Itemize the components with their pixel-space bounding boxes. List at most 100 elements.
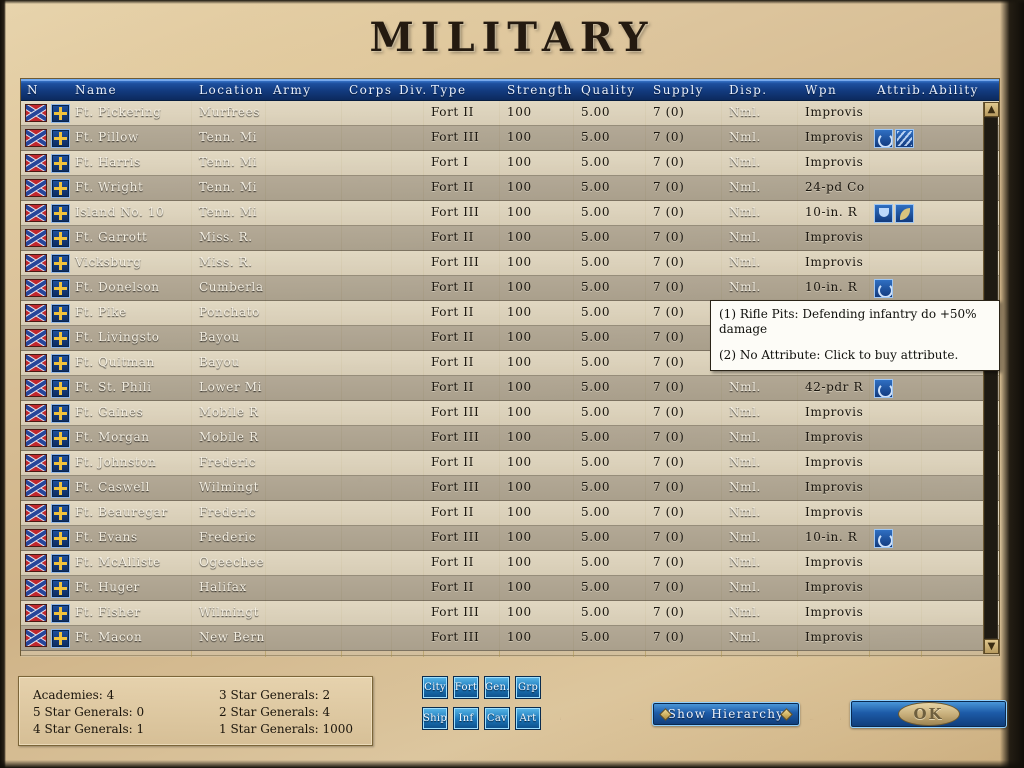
table-row[interactable]: Ft. Fisher Wilmingt Fort III 100 5.00 7 (0) Nm… [21,601,999,626]
column-header-attrib[interactable]: Attrib. [877,83,927,97]
cell-strength: 100 [507,605,532,619]
cell-name: Ft. Gaines [75,405,144,419]
column-header-location[interactable]: Location [199,83,264,97]
cell-location: Frederic [199,455,257,469]
filter-city-button[interactable]: City [422,676,448,699]
column-header-n[interactable]: N [27,83,39,97]
filter-grp-button[interactable]: Grp [515,676,541,699]
column-header-div[interactable]: Div. [399,83,428,97]
table-scrollbar[interactable]: ▲ ▼ [983,102,999,654]
column-header-supply[interactable]: Supply [653,83,704,97]
expand-plus-button[interactable] [51,604,70,623]
table-row[interactable]: Ft. Garrott Miss. R. Fort II 100 5.00 7 (0) Nm… [21,226,999,251]
shield-attribute-icon[interactable] [874,204,893,223]
expand-plus-button[interactable] [51,279,70,298]
table-row[interactable]: Ft. Beauregar Frederic Fort II 100 5.00 7 (0)… [21,501,999,526]
rifle-pits-attribute-icon[interactable] [874,129,893,148]
table-row[interactable]: Ft. Donelson Cumberla Fort II 100 5.00 7 (0) N… [21,276,999,301]
cell-wpn: 10-in. R [805,280,858,294]
column-header-army[interactable]: Army [273,83,312,97]
leaf-attribute-icon[interactable] [895,204,914,223]
rifle-pits-attribute-icon[interactable] [874,529,893,548]
cell-wpn: 42-pdr R [805,380,864,394]
scroll-down-arrow-icon[interactable]: ▼ [984,639,999,654]
table-row[interactable]: Ft. Gaines Mobile R Fort III 100 5.00 7 (0) Nm… [21,401,999,426]
table-row[interactable]: Ft. Johnston Frederic Fort II 100 5.00 7 (0) N… [21,451,999,476]
cell-wpn: Improvis [805,255,864,269]
table-row[interactable]: Vicksburg Miss. R. Fort III 100 5.00 7 (0) Nml… [21,251,999,276]
table-row[interactable]: Ft. Huger Halifax Fort II 100 5.00 7 (0) Nml. I… [21,576,999,601]
expand-plus-button[interactable] [51,229,70,248]
column-header-type[interactable]: Type [431,83,467,97]
ok-button[interactable]: OK [850,700,1007,728]
filter-inf-button[interactable]: Inf [453,707,479,730]
scrollbar-track[interactable] [985,118,997,638]
rifle-pits-attribute-icon[interactable] [874,379,893,398]
expand-plus-button[interactable] [51,579,70,598]
cell-name: Ft. Wright [75,180,144,194]
confederate-flag-icon [25,629,47,647]
no-attribute-attribute-icon[interactable] [895,129,914,148]
rifle-pits-attribute-icon[interactable] [874,279,893,298]
expand-plus-button[interactable] [51,529,70,548]
filter-fort-button[interactable]: Fort [453,676,479,699]
expand-plus-button[interactable] [51,479,70,498]
expand-plus-button[interactable] [51,104,70,123]
cell-strength: 100 [507,280,532,294]
expand-plus-button[interactable] [51,379,70,398]
expand-plus-button[interactable] [51,304,70,323]
expand-plus-button[interactable] [51,204,70,223]
cell-location: Tenn. Mi [199,180,258,194]
unit-filter-buttons[interactable]: City Fort Gen. Grp Ship Inf Cav Art [422,676,542,736]
table-row[interactable]: Ft. Evans Frederic Fort III 100 5.00 7 (0) Nml… [21,526,999,551]
filter-ship-button[interactable]: Ship [422,707,448,730]
cell-quality: 5.00 [581,430,611,444]
filter-cav-button[interactable]: Cav [484,707,510,730]
expand-plus-button[interactable] [51,504,70,523]
table-body[interactable]: Ft. Pickering Murfrees Fort II 100 5.00 7 (0)… [21,101,999,657]
filter-art-button[interactable]: Art [515,707,541,730]
expand-plus-button[interactable] [51,404,70,423]
table-row[interactable]: Ft. Morgan Mobile R Fort III 100 5.00 7 (0) Nm… [21,426,999,451]
table-row[interactable]: Ft. Pillow Tenn. Mi Fort III 100 5.00 7 (0) Nm… [21,126,999,151]
column-header-name[interactable]: Name [75,83,118,97]
table-row[interactable]: Ft. Pickering Murfrees Fort II 100 5.00 7 (0)… [21,101,999,126]
table-row[interactable]: Ft. Harris Tenn. Mi Fort I 100 5.00 7 (0) Nml.… [21,151,999,176]
column-header-wpn[interactable]: Wpn [805,83,838,97]
confederate-flag-icon [25,129,47,147]
table-row[interactable]: Ft. Caswell Wilmingt Fort III 100 5.00 7 (0) N… [21,476,999,501]
cell-quality: 5.00 [581,405,611,419]
scroll-up-arrow-icon[interactable]: ▲ [984,102,999,117]
column-header-quality[interactable]: Quality [581,83,636,97]
column-header-strength[interactable]: Strength [507,83,573,97]
table-row[interactable]: Island No. 10 Tenn. Mi Fort III 100 5.00 7 (0… [21,201,999,226]
cell-strength: 100 [507,430,532,444]
cell-wpn: Improvis [805,505,864,519]
column-header-ability[interactable]: Ability [929,83,979,97]
filter-gen-button[interactable]: Gen. [484,676,510,699]
cell-quality: 5.00 [581,380,611,394]
table-row[interactable]: Ft. Wright Tenn. Mi Fort II 100 5.00 7 (0) Nml… [21,176,999,201]
expand-plus-button[interactable] [51,454,70,473]
cell-type: Fort III [431,430,480,444]
expand-plus-button[interactable] [51,154,70,173]
cell-strength: 100 [507,130,532,144]
cell-strength: 100 [507,405,532,419]
expand-plus-button[interactable] [51,554,70,573]
expand-plus-button[interactable] [51,429,70,448]
table-row[interactable]: Ft. McAlliste Ogeechee Fort II 100 5.00 7 (0)… [21,551,999,576]
show-hierarchy-button[interactable]: Show Hierarchy [652,702,800,726]
column-header-corps[interactable]: Corps [349,83,393,97]
expand-plus-button[interactable] [51,629,70,648]
column-header-disp[interactable]: Disp. [729,83,768,97]
expand-plus-button[interactable] [51,179,70,198]
expand-plus-button[interactable] [51,329,70,348]
expand-plus-button[interactable] [51,129,70,148]
expand-plus-button[interactable] [51,254,70,273]
cell-name: Ft. Harris [75,155,141,169]
cell-type: Fort III [431,630,480,644]
expand-plus-button[interactable] [51,354,70,373]
cell-supply: 7 (0) [653,555,685,569]
table-row[interactable]: Ft. Macon New Bern Fort III 100 5.00 7 (0) Nml… [21,626,999,651]
table-row[interactable]: Ft. St. Phili Lower Mi Fort II 100 5.00 7 (0)… [21,376,999,401]
